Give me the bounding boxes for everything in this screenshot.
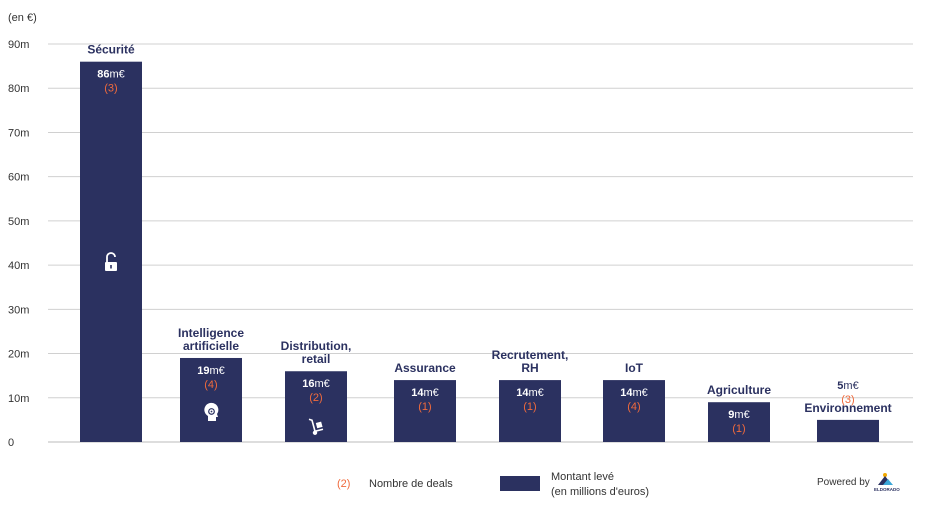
bar (80, 61, 142, 442)
bar (180, 357, 242, 442)
legend: (2) Nombre de deals Montant levé (en mil… (337, 471, 649, 498)
value-label: 19m€ (197, 365, 225, 377)
bar (817, 419, 879, 442)
legend-deals-sample: (2) (337, 478, 350, 490)
deal-count-label: (4) (204, 379, 217, 391)
bar (499, 380, 561, 442)
category-label: Environnement (804, 401, 891, 415)
deal-count-label: (2) (309, 392, 322, 404)
y-tick-label: 40m (8, 260, 29, 272)
category-label: Intelligence (178, 326, 244, 340)
y-tick-label: 0 (8, 437, 14, 449)
value-label: 16m€ (302, 378, 330, 390)
category-label: retail (302, 352, 331, 366)
brain-head-icon (204, 402, 219, 421)
bar (394, 380, 456, 442)
y-axis-ticks: 0 10m 20m 30m 40m 50m 60m 70m 80m 90m (8, 39, 29, 449)
powered-by: Powered by ELDORADO (817, 473, 900, 492)
bar (603, 380, 665, 442)
y-tick-label: 10m (8, 393, 29, 405)
category-label: RH (521, 361, 538, 375)
brand-name: ELDORADO (874, 487, 900, 492)
eldorado-mountain-logo-icon (878, 473, 893, 485)
y-tick-label: 50m (8, 216, 29, 228)
category-label: Recrutement, (492, 348, 569, 362)
bars (80, 61, 879, 442)
y-tick-label: 20m (8, 349, 29, 361)
value-label: 14m€ (411, 387, 439, 399)
value-label: 9m€ (728, 409, 749, 421)
hand-truck-icon (308, 418, 324, 435)
powered-by-text: Powered by (817, 477, 870, 488)
y-tick-label: 90m (8, 39, 29, 51)
deal-count-label: (1) (418, 401, 431, 413)
bar (708, 402, 770, 442)
deal-count-label: (1) (732, 423, 745, 435)
deal-count-label: (3) (104, 83, 117, 95)
category-label: artificielle (183, 339, 239, 353)
category-label: Assurance (394, 361, 456, 375)
legend-amount-label-line1: Montant levé (551, 471, 614, 483)
y-tick-label: 30m (8, 304, 29, 316)
legend-amount-label-line2: (en millions d'euros) (551, 486, 649, 498)
value-label: 86m€ (97, 69, 125, 81)
category-label: Distribution, (281, 339, 352, 353)
value-label: 14m€ (516, 387, 544, 399)
legend-amount-swatch (500, 476, 540, 491)
value-label: 14m€ (620, 387, 648, 399)
deal-count-label: (3) (841, 394, 854, 406)
y-tick-label: 60m (8, 172, 29, 184)
legend-deals-label: Nombre de deals (369, 478, 453, 490)
y-tick-label: 80m (8, 83, 29, 95)
deal-count-label: (1) (523, 401, 536, 413)
y-unit-label: (en €) (8, 12, 37, 24)
y-tick-label: 70m (8, 127, 29, 139)
category-label: Agriculture (707, 383, 771, 397)
gridlines (48, 43, 913, 443)
category-label: Sécurité (87, 43, 135, 57)
deal-count-label: (4) (627, 401, 640, 413)
value-label: 5m€ (837, 380, 858, 392)
unlocked-padlock-icon (105, 252, 117, 271)
category-label: IoT (625, 361, 644, 375)
